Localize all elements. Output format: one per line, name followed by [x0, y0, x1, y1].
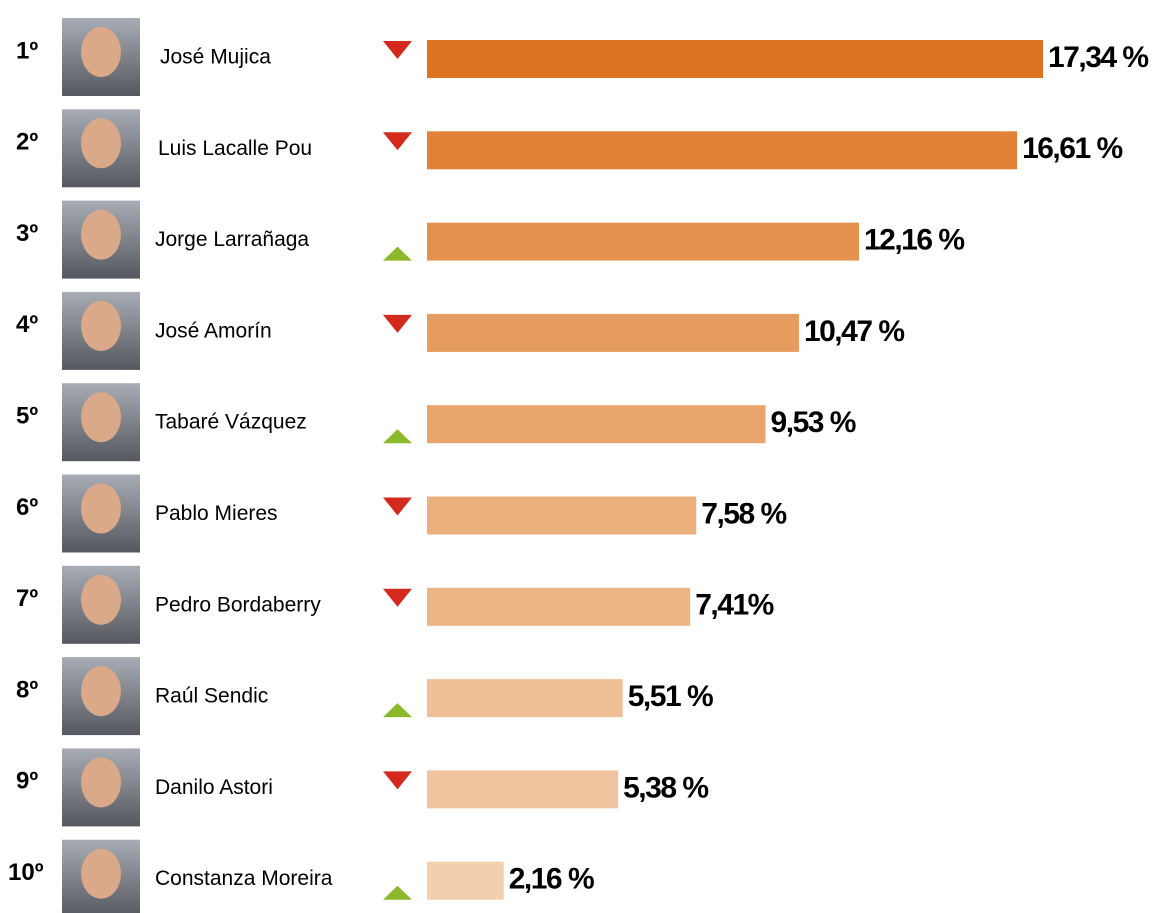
value-label: 2,16 %: [509, 863, 594, 896]
photo-face: [81, 300, 121, 351]
candidate-name: Jorge Larrañaga: [155, 228, 309, 251]
trend-down: [383, 314, 412, 333]
bar: [427, 679, 623, 718]
photo-face: [81, 848, 121, 899]
photo-face: [81, 574, 121, 625]
rank: 7º: [16, 585, 38, 612]
rank: 10º: [8, 859, 44, 886]
value-label: 7,41%: [695, 589, 773, 622]
photo-face: [81, 757, 121, 808]
trend-down: [383, 497, 412, 516]
value-label: 7,58 %: [701, 497, 786, 530]
photo-face: [81, 483, 121, 534]
photo-face: [81, 666, 121, 717]
value-label: 5,51 %: [628, 680, 713, 713]
trend-down: [383, 588, 412, 607]
photo-face: [81, 392, 121, 443]
rank: 4º: [16, 311, 38, 338]
trend-down: [383, 771, 412, 790]
candidate-name: Constanza Moreira: [155, 867, 333, 890]
bar: [427, 313, 799, 352]
rank: 6º: [16, 494, 38, 521]
value-label: 9,53 %: [771, 406, 856, 439]
bar: [427, 770, 619, 809]
value-label: 17,34 %: [1048, 41, 1148, 74]
trend-up: [383, 885, 412, 900]
value-label: 16,61 %: [1022, 132, 1122, 165]
photo-face: [81, 27, 121, 77]
bar: [427, 405, 766, 444]
rank: 2º: [16, 129, 38, 156]
candidate-name: Raúl Sendic: [155, 685, 268, 708]
bar: [427, 861, 504, 900]
candidate-name: José Amorín: [155, 319, 272, 342]
bar: [427, 496, 697, 535]
trend-down: [383, 41, 412, 59]
photo-face: [81, 118, 121, 169]
rank: 9º: [16, 768, 38, 795]
candidate-name: Danilo Astori: [155, 776, 273, 799]
candidate-name: Luis Lacalle Pou: [158, 137, 312, 160]
value-label: 5,38 %: [623, 771, 708, 804]
candidate-name: Pedro Bordaberry: [155, 593, 321, 616]
rank: 5º: [16, 403, 38, 430]
trend-up: [383, 703, 412, 718]
value-label: 12,16 %: [864, 224, 964, 257]
bar: [427, 222, 859, 261]
candidate-name: José Mujica: [160, 46, 271, 69]
candidate-name: Pablo Mieres: [155, 502, 278, 525]
bar: [427, 40, 1043, 78]
trend-up: [383, 429, 412, 444]
trend-up: [383, 246, 412, 261]
candidate-name: Tabaré Vázquez: [155, 411, 307, 434]
rank: 8º: [16, 676, 38, 703]
bar: [427, 131, 1018, 170]
bar: [427, 587, 691, 626]
trend-down: [383, 132, 412, 151]
photo-face: [81, 209, 121, 260]
value-label: 10,47 %: [804, 315, 904, 348]
rank: 1º: [16, 37, 38, 64]
rank: 3º: [16, 220, 38, 247]
